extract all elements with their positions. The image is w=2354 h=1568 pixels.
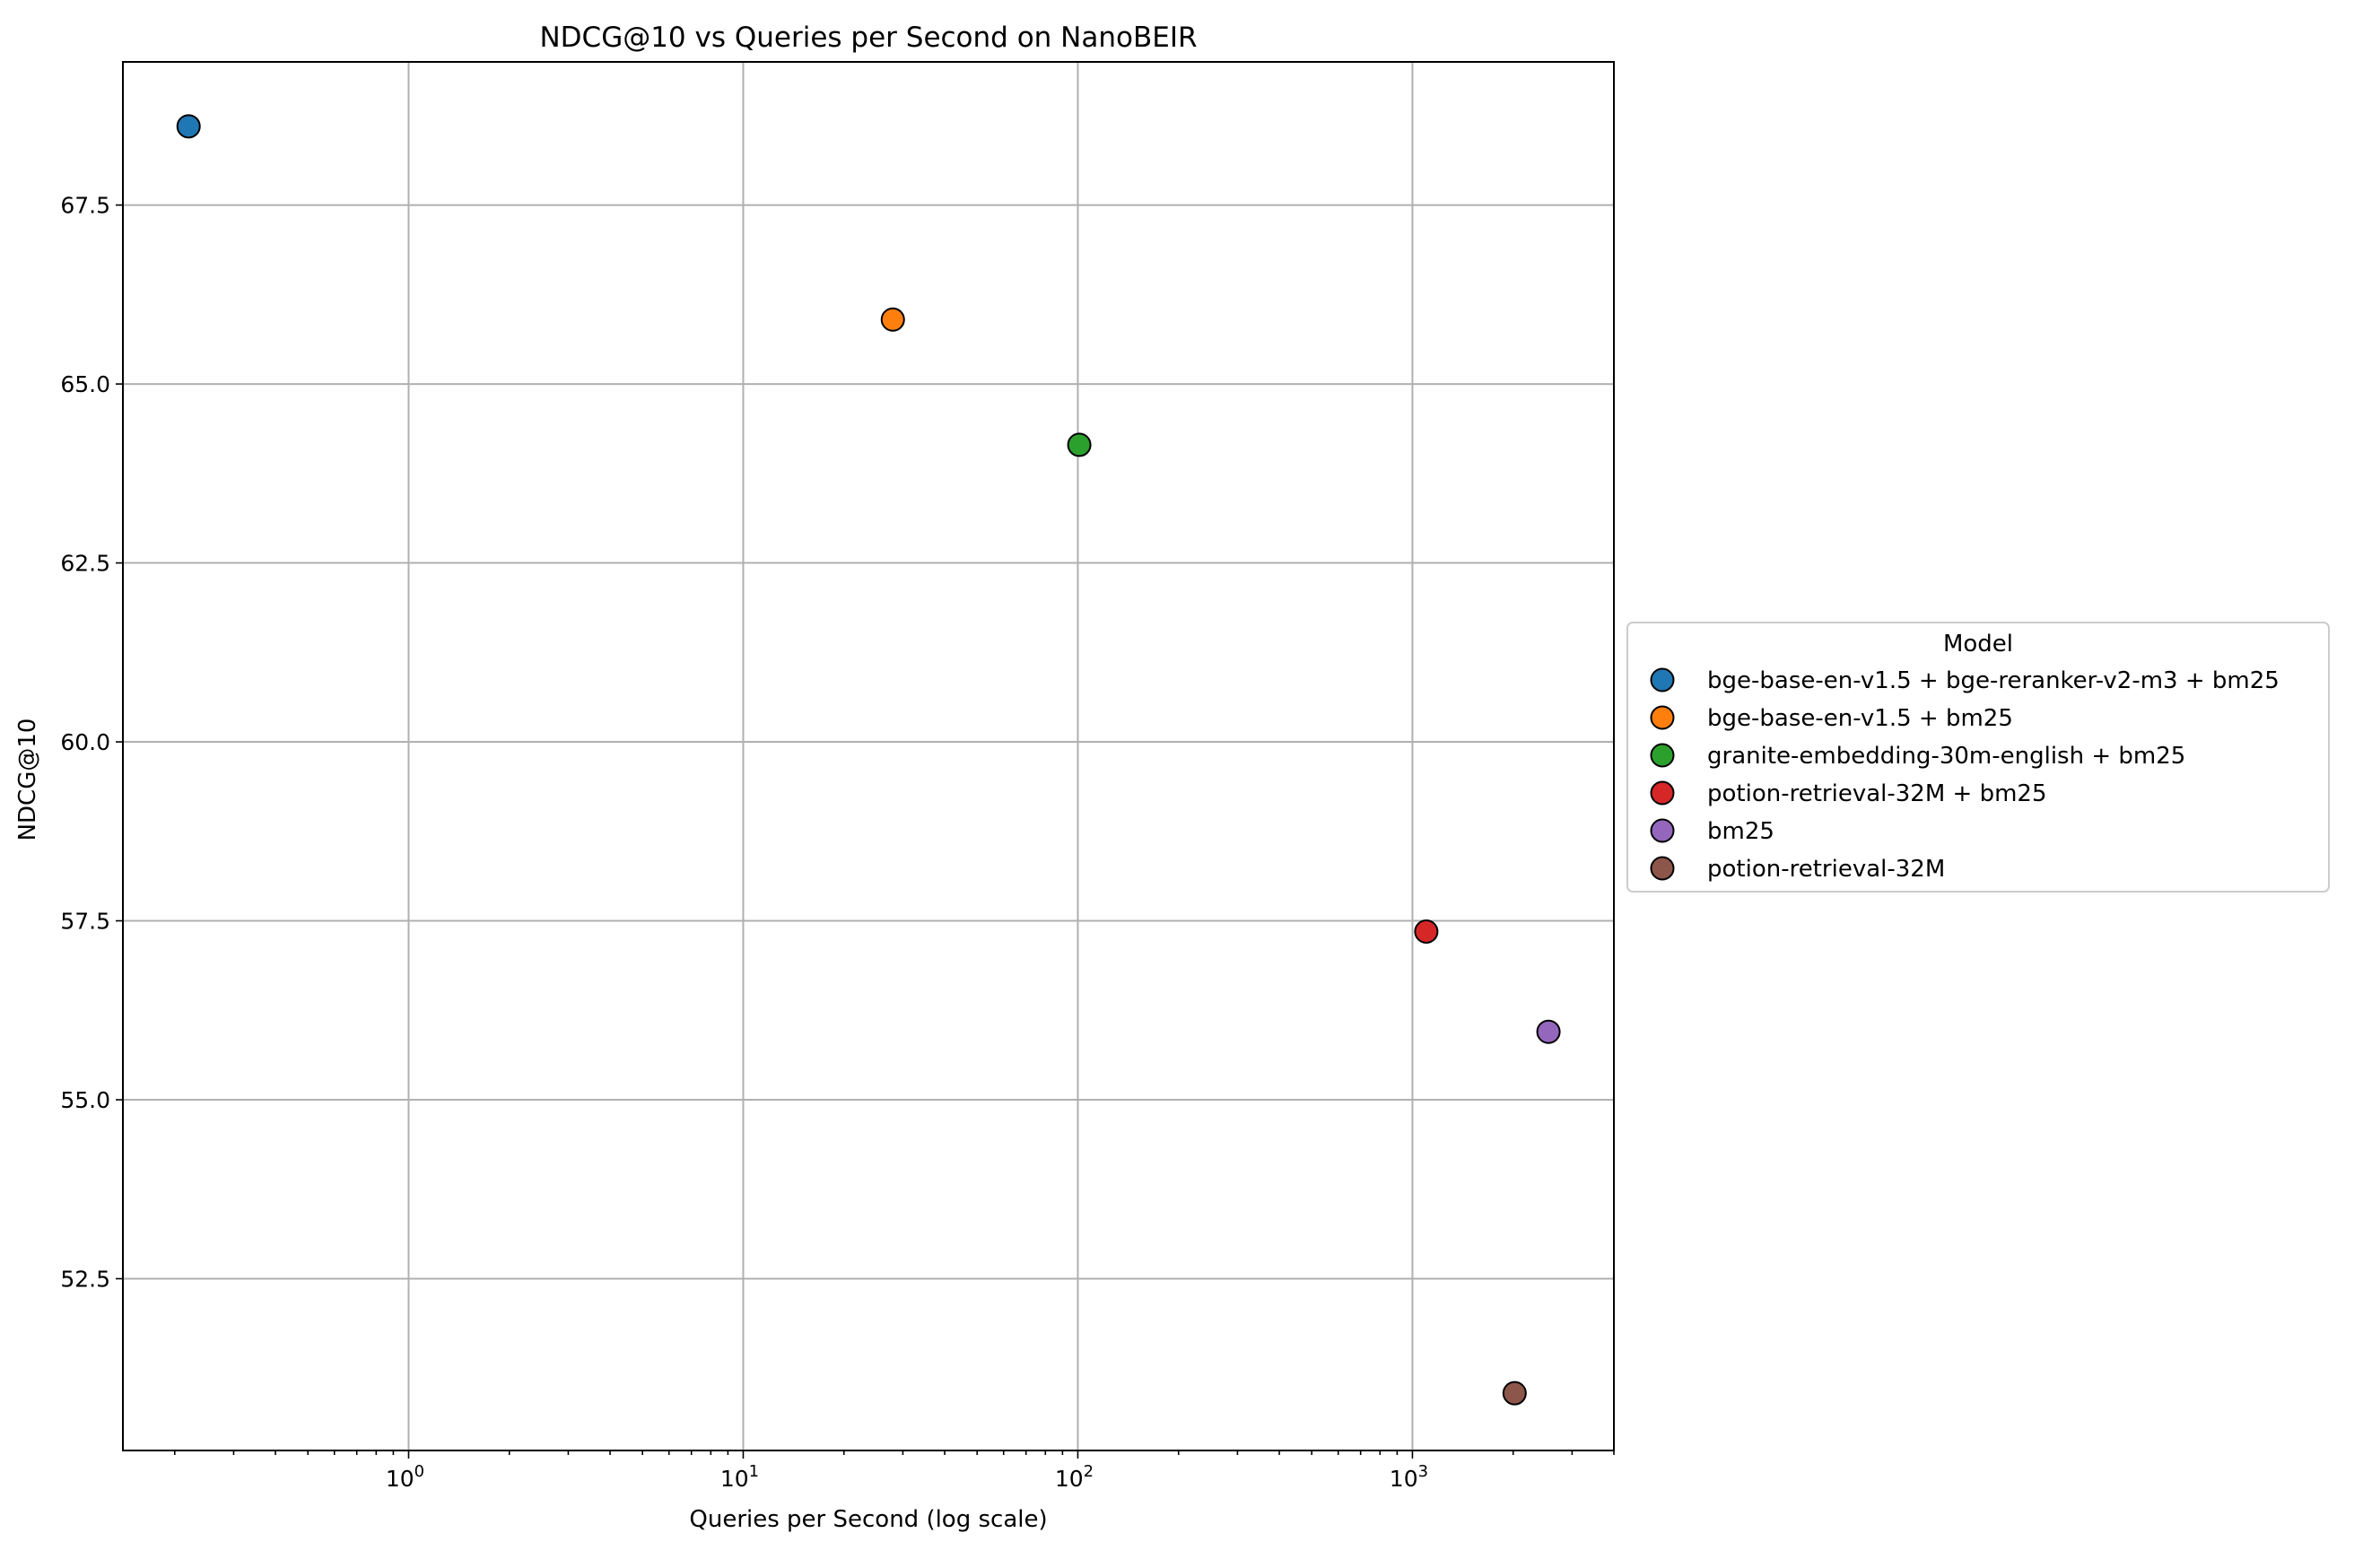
x-tick-exponent: 2 — [1084, 1462, 1094, 1481]
x-axis-label: Queries per Second (log scale) — [689, 1506, 1047, 1533]
data-point — [1536, 1019, 1561, 1044]
chart-title: NDCG@10 vs Queries per Second on NanoBEI… — [539, 22, 1197, 54]
legend-title: Model — [1943, 631, 2013, 658]
x-tick-base: 10 — [1390, 1466, 1418, 1492]
legend-label: potion-retrieval-32M — [1707, 856, 1945, 883]
x-tick-base: 10 — [386, 1466, 414, 1492]
legend-marker — [1650, 667, 1675, 693]
axis-ticks — [116, 204, 1615, 1459]
y-axis-label: NDCG@10 — [14, 719, 41, 841]
y-tick-label: 57.5 — [60, 909, 110, 935]
data-point — [1502, 1381, 1527, 1406]
legend-item: bge-base-en-v1.5 + bm25 — [1650, 705, 2013, 732]
legend-marker — [1650, 705, 1675, 730]
x-tick-label: 100 — [386, 1462, 424, 1492]
x-tick-label: 101 — [720, 1462, 759, 1492]
legend-item: bm25 — [1650, 818, 1774, 845]
legend-marker — [1650, 856, 1675, 881]
legend-label: granite-embedding-30m-english + bm25 — [1707, 743, 2185, 770]
legend-label: bm25 — [1707, 818, 1774, 845]
y-tick-label: 52.5 — [60, 1266, 110, 1292]
legend-marker — [1650, 780, 1675, 806]
data-point — [1067, 432, 1092, 457]
legend: Model bge-base-en-v1.5 + bge-reranker-v2… — [1626, 622, 2330, 893]
x-tick-exponent: 0 — [414, 1462, 424, 1481]
y-tick-label: 55.0 — [60, 1087, 110, 1113]
x-tick-label: 103 — [1390, 1462, 1428, 1492]
scatter-points — [176, 114, 1561, 1406]
legend-label: bge-base-en-v1.5 + bm25 — [1707, 705, 2013, 732]
plot-frame — [122, 61, 1615, 1451]
x-tick-base: 10 — [1055, 1466, 1084, 1492]
y-tick-label: 60.0 — [60, 729, 110, 755]
x-tick-exponent: 1 — [749, 1462, 759, 1481]
legend-item: bge-base-en-v1.5 + bge-reranker-v2-m3 + … — [1650, 667, 2280, 694]
legend-marker — [1650, 818, 1675, 843]
legend-marker — [1650, 743, 1675, 768]
legend-label: bge-base-en-v1.5 + bge-reranker-v2-m3 + … — [1707, 667, 2280, 694]
y-tick-label: 67.5 — [60, 193, 110, 219]
data-point — [1414, 919, 1439, 944]
legend-item: potion-retrieval-32M — [1650, 856, 1945, 883]
x-tick-exponent: 3 — [1418, 1462, 1428, 1481]
grid-lines — [123, 62, 1614, 1450]
x-tick-label: 102 — [1055, 1462, 1094, 1492]
y-tick-label: 65.0 — [60, 371, 110, 397]
legend-item: potion-retrieval-32M + bm25 — [1650, 780, 2047, 807]
x-tick-base: 10 — [720, 1466, 749, 1492]
data-point — [176, 114, 201, 139]
legend-label: potion-retrieval-32M + bm25 — [1707, 780, 2047, 807]
legend-items: bge-base-en-v1.5 + bge-reranker-v2-m3 + … — [1650, 667, 2280, 883]
legend-item: granite-embedding-30m-english + bm25 — [1650, 743, 2185, 770]
data-point — [880, 307, 905, 332]
legend-box — [1626, 622, 2330, 893]
y-tick-label: 62.5 — [60, 551, 110, 577]
